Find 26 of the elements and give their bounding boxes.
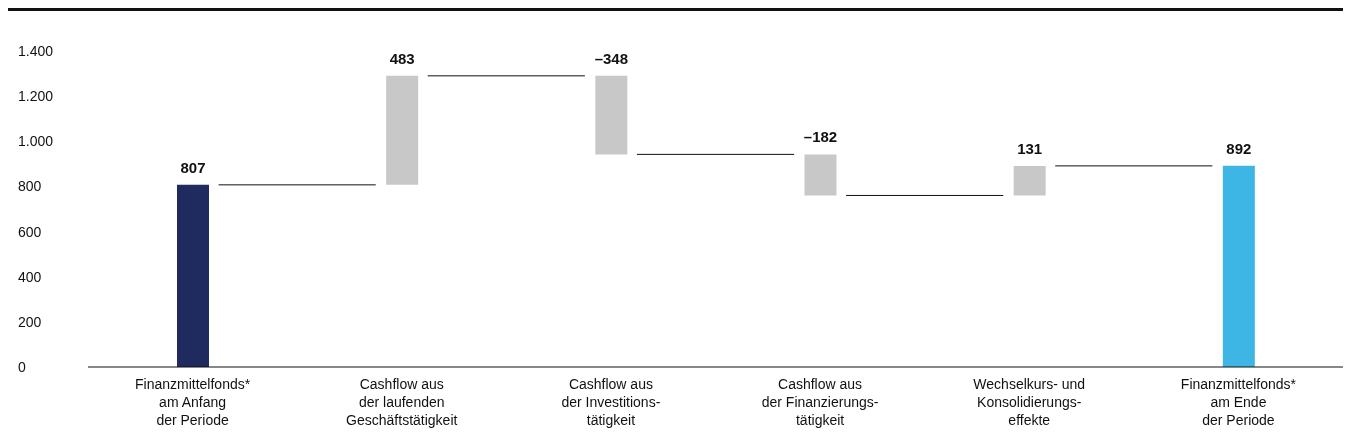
x-tick-label: Finanzmittelfonds* am Anfang der Periode [135,376,251,428]
data-label: 483 [389,49,415,67]
y-tick-label: 600 [18,223,42,240]
y-tick-label: 0 [18,358,26,375]
y-tick-label: 1.400 [18,42,54,59]
y-tick-label: 1.200 [18,88,54,105]
x-tick-label: Cashflow aus der Investitions- tätigkeit [561,376,661,428]
y-tick-label: 400 [18,268,42,285]
bar [1222,165,1255,367]
data-label: –182 [803,128,838,146]
x-tick-label: Cashflow aus der laufenden Geschäftstätigkeit [346,376,458,428]
y-tick-label: 800 [18,178,42,195]
bar [177,184,209,367]
bar [386,75,419,185]
data-label: 807 [180,158,206,176]
y-tick-label: 1.000 [18,133,54,150]
x-tick-label: Finanzmittelfonds* am Ende der Periode [1180,376,1297,428]
data-label: 131 [1017,139,1043,157]
data-label: 892 [1226,139,1252,157]
bar [595,75,628,155]
data-label: –348 [594,49,629,67]
x-tick-label: Wechselkurs- und Konsolidierungs- effekte [973,376,1086,428]
bar [1013,165,1046,196]
y-tick-label: 200 [18,313,42,330]
bar [804,154,837,196]
x-tick-label: Cashflow aus der Finanzierungs- tätigkeit [761,376,879,428]
